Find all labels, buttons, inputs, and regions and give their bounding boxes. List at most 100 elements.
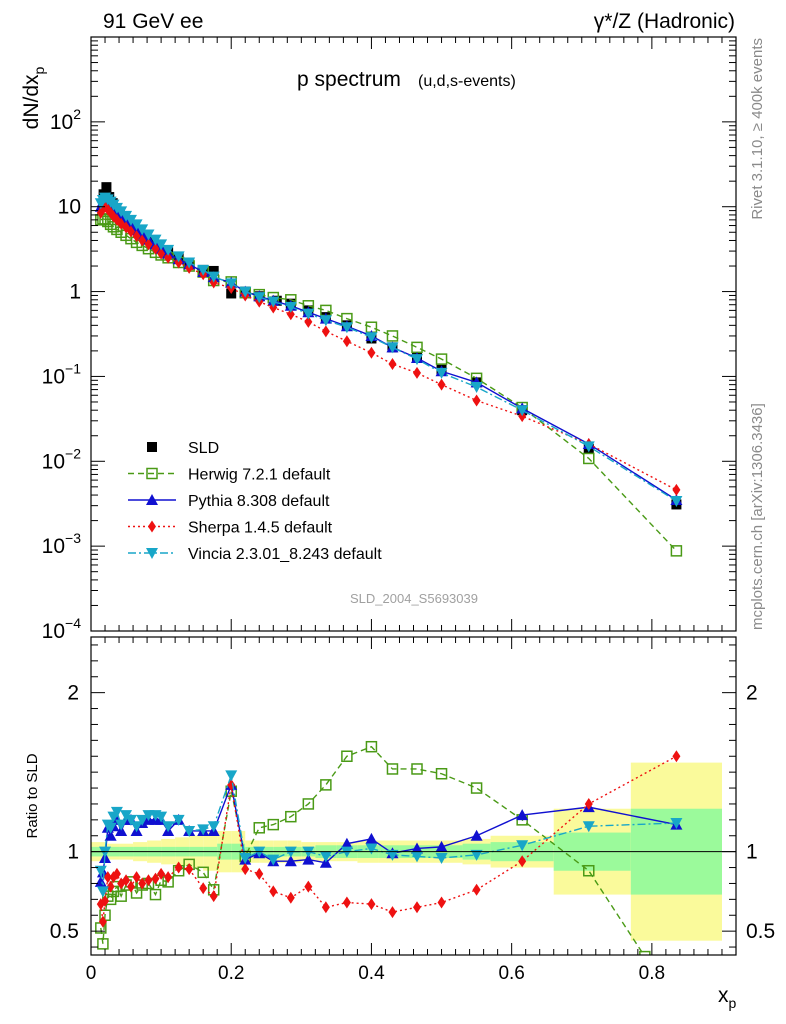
lower-data-point (126, 880, 135, 893)
svg-text:xp: xp (718, 984, 737, 1011)
lower-data-point (516, 840, 529, 852)
svg-text:dN/dxp: dN/dxp (20, 66, 47, 129)
legend-label: Herwig 7.2.1 default (188, 467, 331, 484)
header-left: 91 GeV ee (103, 10, 203, 33)
lower-data-point (96, 886, 109, 898)
lower-data-point (341, 750, 353, 762)
x-tick-label: 0.8 (639, 963, 665, 984)
ratio-tick-label-right: 2 (746, 682, 758, 705)
upper-data-point (672, 483, 681, 496)
lower-data-point (241, 863, 250, 876)
upper-data-point (225, 278, 238, 290)
legend-item: SLD (147, 440, 219, 457)
lower-data-point (104, 822, 117, 834)
upper-data-point (319, 315, 332, 327)
lower-data-point (435, 853, 448, 865)
lower-data-point (413, 901, 422, 914)
lower-data-point (110, 806, 123, 818)
upper-data-point (286, 308, 295, 321)
upper-data-point (138, 234, 147, 247)
upper-series-3 (96, 200, 681, 496)
lower-data-point (584, 797, 593, 810)
lower-data-point (122, 874, 131, 887)
lower-data-point (164, 871, 173, 884)
upper-data-point (340, 322, 353, 334)
upper-data-point (413, 366, 422, 379)
legend-label: Vincia 2.3.01_8.243 default (188, 546, 382, 563)
x-tick-label: 0 (86, 963, 97, 984)
upper-data-point (386, 342, 399, 354)
lower-data-point (162, 821, 175, 833)
legend-label: SLD (188, 440, 219, 457)
legend-label: Sherpa 1.4.5 default (188, 520, 333, 537)
header-right: γ*/Z (Hadronic) (594, 10, 735, 33)
lower-data-point (98, 915, 107, 928)
upper-data-point (172, 251, 185, 263)
upper-data-point (411, 341, 423, 354)
upper-data-point (365, 332, 378, 344)
legend: SLD Herwig 7.2.1 default Pythia 8.308 defa… (128, 440, 382, 563)
lower-data-point (302, 798, 315, 810)
lower-data-point (199, 882, 208, 895)
ratio-tick-label: 0.5 (50, 920, 79, 943)
x-tick-label: 0.2 (218, 963, 244, 984)
lower-data-point (411, 763, 423, 775)
upper-data-point (208, 265, 219, 276)
legend-marker (146, 548, 158, 559)
lower-data-point (411, 842, 424, 854)
lower-data-point (124, 814, 137, 826)
lower-data-point (144, 874, 153, 887)
lower-data-point (320, 779, 332, 791)
lower-series-line (100, 745, 645, 955)
lower-series-2 (96, 750, 681, 928)
upper-data-point (367, 346, 376, 359)
upper-data-point (284, 301, 297, 313)
x-tick-label: 0.6 (498, 963, 524, 984)
lower-data-point (470, 782, 483, 794)
upper-data-point (162, 244, 175, 256)
lower-axes: 0 0.2 0.4 0.6 0.8 2 2 1 1 0.5 0.5 (50, 636, 775, 984)
upper-data-point (516, 405, 529, 417)
upper-axes: 102 10 1 10−1 10−2 10−3 10−4 (42, 36, 737, 643)
upper-data-point (411, 354, 424, 366)
lower-data-point (518, 855, 527, 868)
lower-series-layer (94, 740, 683, 955)
lower-data-point (367, 898, 376, 911)
upper-series-4 (94, 192, 683, 508)
upper-data-point (151, 242, 160, 255)
lower-data-point (269, 885, 278, 898)
legend-label: Pythia 8.308 default (188, 493, 330, 510)
lower-data-point (151, 872, 160, 885)
upper-data-point (124, 214, 137, 226)
lower-data-point (284, 855, 297, 867)
lower-data-point (365, 832, 378, 844)
upper-data-point (144, 238, 153, 251)
y-tick-label: 10 (58, 196, 81, 219)
lower-data-point (388, 906, 397, 919)
lower-data-point (435, 840, 448, 852)
upper-data-point (253, 292, 266, 304)
lower-data-point (516, 809, 529, 821)
lower-data-point (115, 890, 127, 902)
mcplots-label: mcplots.cern.ch [arXiv:1306.3436] (749, 403, 766, 630)
upper-data-point (155, 239, 168, 251)
upper-data-point (267, 296, 280, 308)
lower-data-point (253, 822, 266, 834)
lower-data-point (174, 861, 183, 874)
upper-series-line (100, 218, 677, 552)
upper-data-point (197, 264, 210, 276)
lower-data-point (582, 821, 595, 833)
upper-data-point (132, 230, 141, 243)
upper-data-point (435, 353, 448, 365)
x-axis-title: xp (718, 984, 737, 1011)
upper-data-point (164, 251, 173, 264)
legend-item: Vincia 2.3.01_8.243 default (128, 546, 382, 563)
legend-item: Pythia 8.308 default (128, 493, 330, 510)
chart-title: p spectrum (297, 68, 401, 91)
upper-data-point (183, 257, 196, 269)
y-axis-title-lower: Ratio to SLD (24, 753, 41, 838)
lower-data-point (183, 825, 196, 837)
lower-panel: 0 0.2 0.4 0.6 0.8 2 2 1 1 0.5 0.5 Ratio to SLD xp (24, 636, 775, 1011)
upper-data-point (157, 247, 166, 260)
